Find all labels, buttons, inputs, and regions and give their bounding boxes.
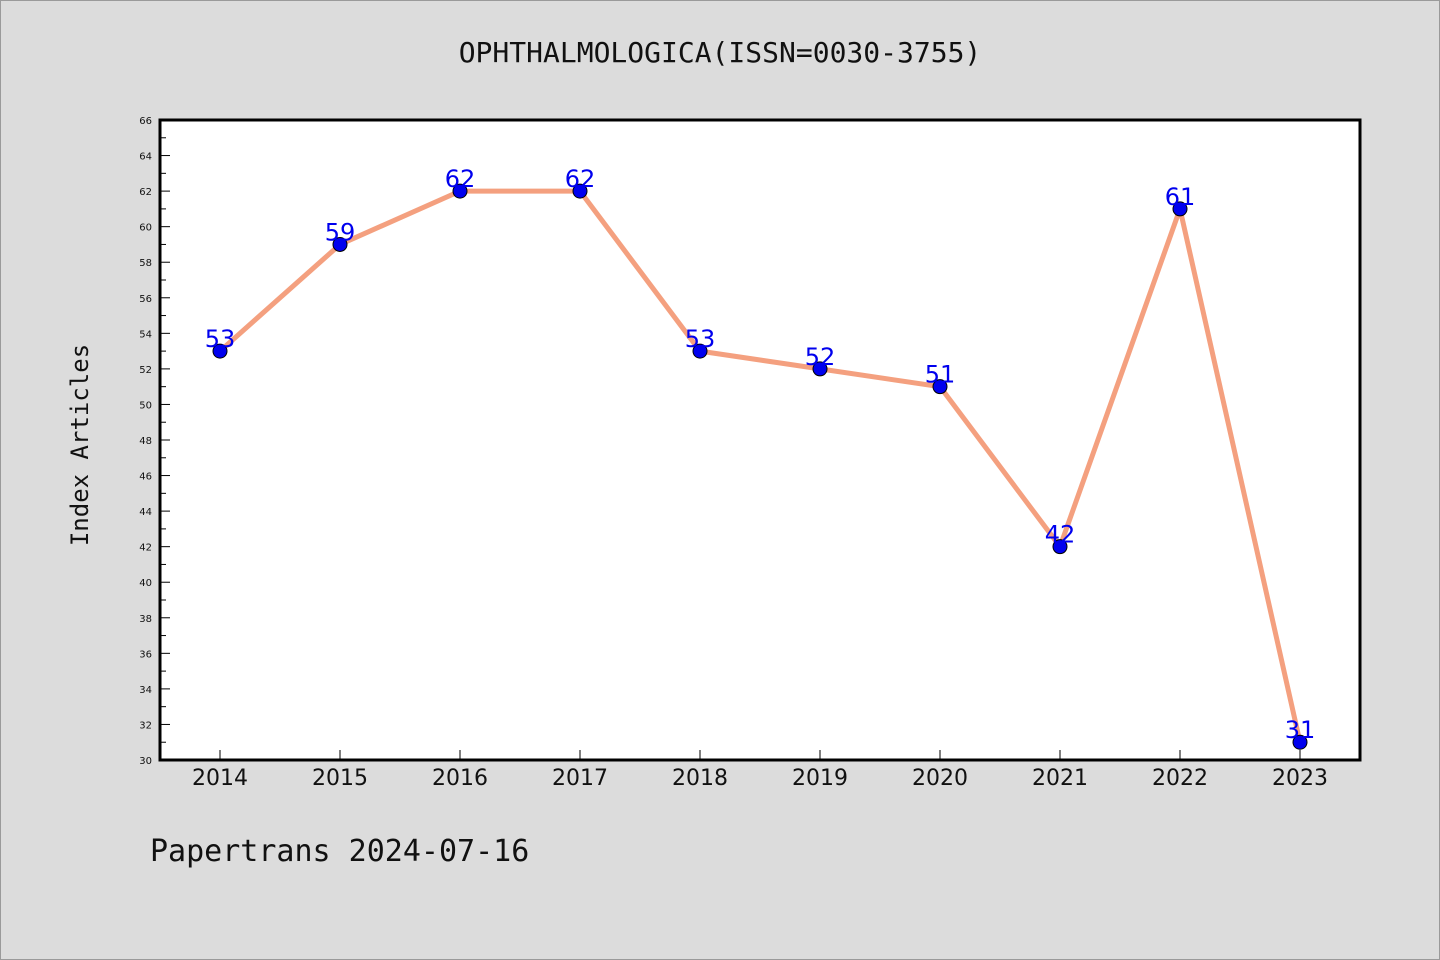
x-tick-label: 2019 (792, 766, 848, 791)
data-point (812, 361, 828, 377)
x-tick-label: 2016 (432, 766, 488, 791)
data-point (932, 379, 948, 395)
y-tick: 54 (139, 329, 170, 340)
y-tick-label: 30 (139, 756, 152, 767)
x-tick-label: 2017 (552, 766, 608, 791)
data-label: 31 (1285, 716, 1316, 744)
data-label: 52 (805, 343, 836, 371)
data-point (452, 183, 468, 199)
data-label: 53 (205, 325, 236, 353)
y-tick: 66 (139, 116, 170, 127)
x-tick-label: 2018 (672, 766, 728, 791)
y-tick: 36 (139, 649, 170, 660)
y-tick: 42 (139, 543, 170, 554)
y-tick: 64 (139, 152, 170, 163)
y-tick: 48 (139, 436, 170, 447)
data-point (1292, 734, 1308, 750)
data-point (212, 343, 228, 359)
data-point (692, 343, 708, 359)
x-tick-label: 2015 (312, 766, 368, 791)
x-tick-label: 2023 (1272, 766, 1328, 791)
y-tick-label: 58 (139, 258, 152, 269)
y-tick-label: 36 (139, 649, 152, 660)
x-tick-label: 2014 (192, 766, 248, 791)
y-tick-label: 64 (139, 152, 152, 163)
x-tick-label: 2022 (1152, 766, 1208, 791)
y-tick-label: 40 (139, 578, 152, 589)
series-line (218, 188, 1303, 743)
y-tick: 34 (139, 685, 170, 696)
data-label: 53 (685, 325, 716, 353)
x-tick-label: 2020 (912, 766, 968, 791)
data-point (572, 183, 588, 199)
y-tick-label: 62 (139, 187, 152, 198)
y-tick: 50 (139, 400, 170, 411)
data-labels: 53 59 62 62 53 52 51 42 61 31 (205, 165, 1316, 744)
data-label: 62 (565, 165, 596, 193)
y-tick: 58 (139, 258, 170, 269)
y-tick: 52 (139, 365, 170, 376)
y-tick-label: 44 (139, 507, 152, 518)
y-tick: 32 (139, 720, 170, 731)
plot-area (158, 118, 1362, 762)
y-tick-label: 52 (139, 365, 152, 376)
y-tick-label: 66 (139, 116, 152, 127)
y-tick: 62 (139, 187, 170, 198)
chart-title: OPHTHALMOLOGICA(ISSN=0030-3755) (458, 36, 982, 69)
data-points (212, 183, 1308, 750)
data-label: 42 (1045, 521, 1076, 549)
data-label: 62 (445, 165, 476, 193)
y-tick: 30 (139, 756, 170, 767)
y-tick: 38 (139, 614, 170, 625)
y-tick-label: 42 (139, 543, 152, 554)
y-tick-label: 34 (139, 685, 152, 696)
x-tick-label: 2021 (1032, 766, 1088, 791)
y-tick: 46 (139, 472, 170, 483)
y-tick-label: 50 (139, 400, 152, 411)
y-tick: 56 (139, 294, 170, 305)
y-tick-label: 54 (139, 329, 152, 340)
data-point (332, 236, 348, 252)
y-tick-label: 38 (139, 614, 152, 625)
y-tick-label: 56 (139, 294, 152, 305)
y-tick-label: 48 (139, 436, 152, 447)
data-label: 59 (325, 218, 356, 246)
x-axis-ticks: 2014 2015 2016 2017 2018 2019 2020 2021 2022 2023 (192, 750, 1328, 791)
data-label: 61 (1165, 183, 1196, 211)
data-point (1052, 539, 1068, 555)
y-tick-label: 60 (139, 223, 152, 234)
y-tick: 44 (139, 507, 170, 518)
data-label: 51 (925, 361, 956, 389)
y-tick: 40 (139, 578, 170, 589)
footer-credit: Papertrans 2024-07-16 (150, 834, 530, 869)
series-line-group (218, 188, 1303, 743)
y-tick: 60 (139, 223, 170, 234)
y-tick-label: 46 (139, 472, 152, 483)
data-point (1172, 201, 1188, 217)
y-tick-label: 32 (139, 720, 152, 731)
y-axis-ticks: 30 32 34 36 38 40 42 44 46 48 50 52 54 56 58 60 62 64 66 (139, 116, 170, 767)
